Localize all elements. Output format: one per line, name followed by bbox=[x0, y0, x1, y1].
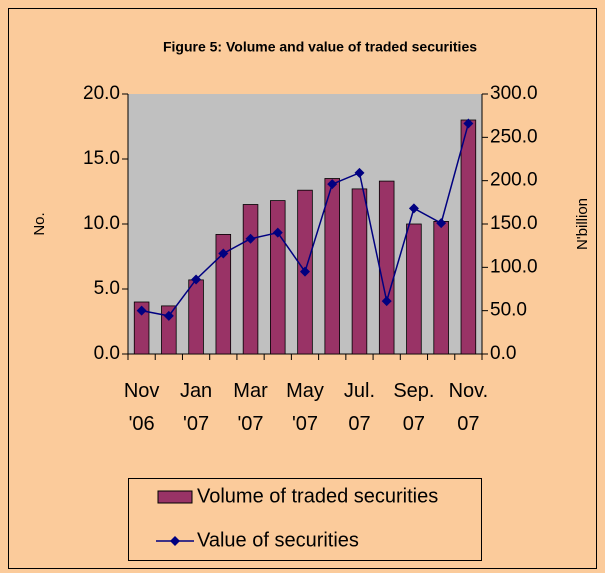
y-tick-label: 15.0 bbox=[83, 148, 120, 169]
y2-tick-label: 200.0 bbox=[490, 170, 538, 191]
marker bbox=[327, 179, 338, 190]
marker bbox=[136, 305, 147, 316]
legend-label: Volume of traded securities bbox=[197, 485, 438, 507]
y2-tick-label: 50.0 bbox=[490, 300, 527, 321]
marker bbox=[354, 167, 365, 178]
bar bbox=[378, 180, 395, 355]
legend-label: Value of securities bbox=[197, 529, 359, 551]
x-tick-label: Jul. 07 bbox=[344, 380, 375, 435]
marker bbox=[163, 310, 174, 321]
y-tick-label: 20.0 bbox=[83, 83, 120, 104]
marker bbox=[218, 248, 229, 259]
x-tick-label: Mar '07 bbox=[233, 380, 268, 435]
y2-tick-label: 150.0 bbox=[490, 213, 538, 234]
x-tick-label: May '07 bbox=[286, 380, 324, 435]
bar bbox=[406, 223, 422, 355]
y2-tick-label: 0.0 bbox=[490, 343, 516, 364]
x-tick-label: Nov '06 bbox=[124, 380, 160, 435]
y-tick-label: 10.0 bbox=[83, 213, 120, 234]
marker bbox=[381, 296, 392, 307]
bar bbox=[188, 279, 204, 355]
marker bbox=[272, 227, 283, 238]
y2-tick-label: 100.0 bbox=[490, 256, 538, 277]
x-tick-label: Nov. 07 bbox=[449, 380, 489, 435]
bar bbox=[460, 119, 477, 355]
y2-axis-label: N'billion bbox=[574, 198, 591, 250]
bar bbox=[351, 188, 368, 355]
y2-tick-label: 250.0 bbox=[490, 126, 538, 147]
bar bbox=[161, 305, 177, 355]
chart-title: Figure 5: Volume and value of traded sec… bbox=[163, 39, 477, 55]
y-tick-label: 5.0 bbox=[94, 278, 120, 299]
x-tick-label: Jan '07 bbox=[180, 380, 212, 435]
marker bbox=[191, 274, 202, 285]
legend-swatch bbox=[157, 490, 193, 504]
marker bbox=[436, 218, 447, 229]
bar bbox=[270, 200, 286, 355]
bar bbox=[242, 204, 259, 355]
y-tick-label: 0.0 bbox=[94, 343, 120, 364]
marker bbox=[300, 266, 310, 277]
bar bbox=[324, 178, 340, 355]
legend bbox=[128, 478, 482, 561]
y-axis-label: No. bbox=[31, 212, 48, 235]
marker bbox=[463, 118, 474, 129]
bar bbox=[133, 301, 150, 355]
x-tick-label: Sep. 07 bbox=[393, 380, 434, 435]
chart-frame bbox=[8, 8, 597, 569]
bar bbox=[215, 233, 232, 355]
marker bbox=[245, 233, 256, 244]
legend-marker bbox=[170, 536, 180, 546]
y2-tick-label: 300.0 bbox=[490, 83, 538, 104]
marker bbox=[408, 203, 419, 214]
bar bbox=[433, 220, 449, 355]
